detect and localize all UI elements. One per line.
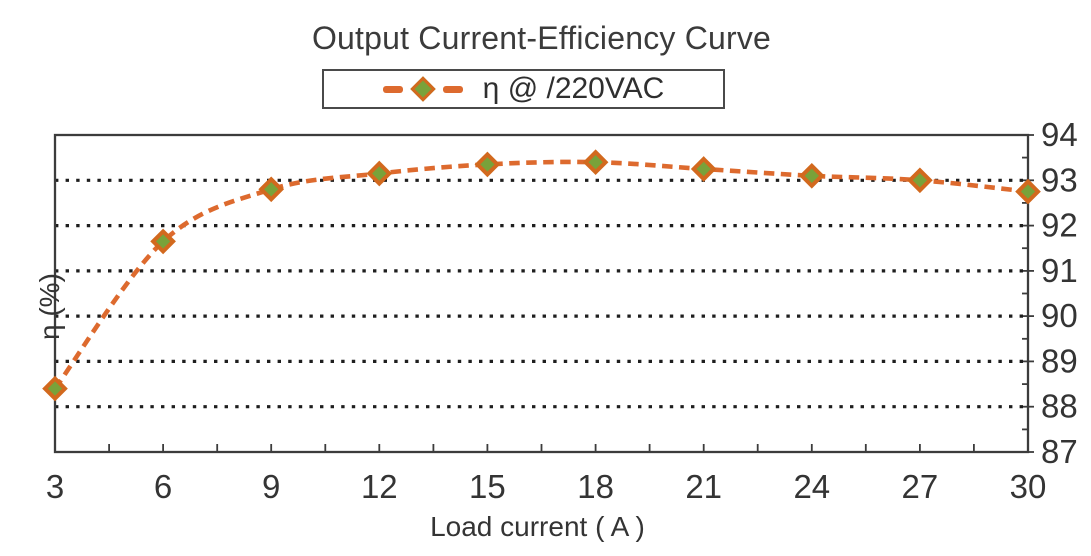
data-point-marker	[798, 162, 825, 189]
x-tick-label: 12	[361, 468, 398, 505]
data-point-marker	[907, 167, 933, 194]
y-tick-label: 88	[1041, 388, 1078, 425]
y-axis-title: η (%)	[34, 273, 65, 340]
efficiency-curve	[53, 159, 1029, 390]
y-tick-label: 94	[1041, 116, 1078, 153]
dash-icon	[382, 85, 403, 93]
y-tick-label: 93	[1041, 161, 1078, 198]
data-point-marker	[366, 160, 393, 187]
x-axis-title: Load current ( A )	[430, 511, 645, 542]
plot-frame	[53, 133, 1030, 454]
dash-icon	[442, 85, 463, 93]
x-tick-label: 30	[1010, 468, 1047, 505]
data-point-marker	[474, 151, 501, 178]
x-tick-label: 21	[685, 468, 722, 505]
data-point-marker	[690, 156, 717, 182]
x-tick-label: 6	[154, 468, 172, 505]
chart-title: Output Current-Efficiency Curve	[311, 20, 772, 56]
x-tick-label: 27	[902, 468, 939, 505]
data-point-marker	[1015, 178, 1041, 205]
y-tick-label: 87	[1041, 433, 1078, 470]
y-tick-label: 92	[1041, 207, 1078, 244]
y-tick-label: 91	[1041, 252, 1078, 289]
legend-label: η @ /220VAC	[482, 72, 665, 105]
data-point-marker	[42, 375, 68, 402]
x-tick-label: 24	[793, 468, 830, 505]
y-tick-label: 90	[1041, 297, 1078, 334]
x-tick-label: 3	[46, 468, 64, 505]
y-tick-label: 89	[1041, 342, 1078, 379]
data-point-marker	[258, 176, 285, 203]
data-point-marker	[150, 228, 176, 255]
x-tick-label: 18	[577, 468, 614, 505]
legend: η @ /220VAC	[322, 69, 725, 109]
x-tick-label: 9	[262, 468, 280, 505]
data-point-marker	[582, 149, 609, 176]
legend-line-sample	[382, 76, 463, 102]
x-tick-label: 15	[469, 468, 506, 505]
